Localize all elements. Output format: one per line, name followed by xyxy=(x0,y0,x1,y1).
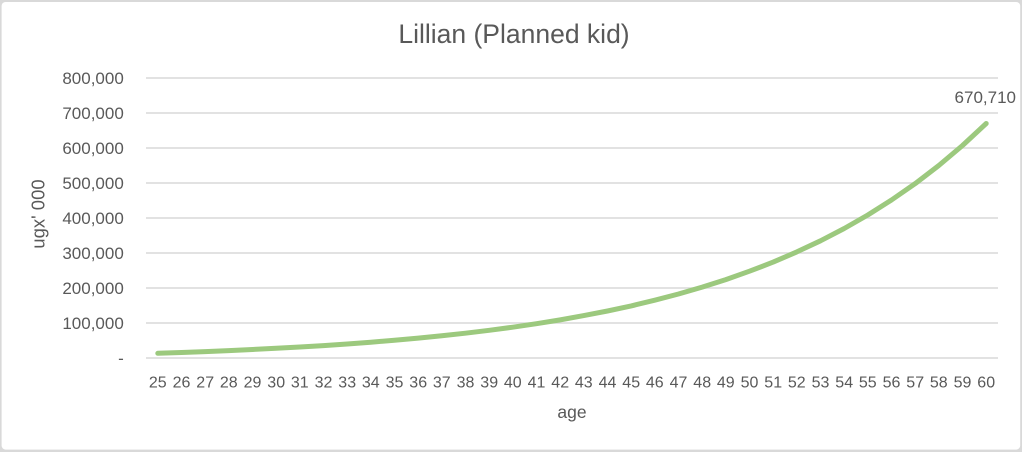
svg-text:47: 47 xyxy=(670,375,688,392)
svg-text:25: 25 xyxy=(149,375,167,392)
svg-text:40: 40 xyxy=(504,375,522,392)
svg-text:50: 50 xyxy=(741,375,759,392)
svg-text:Lillian (Planned kid): Lillian (Planned kid) xyxy=(398,19,629,49)
svg-text:46: 46 xyxy=(646,375,664,392)
svg-text:38: 38 xyxy=(457,375,475,392)
svg-text:670,710: 670,710 xyxy=(955,88,1016,107)
svg-text:300,000: 300,000 xyxy=(62,244,123,263)
svg-text:42: 42 xyxy=(551,375,569,392)
svg-text:600,000: 600,000 xyxy=(62,139,123,158)
svg-text:27: 27 xyxy=(196,375,214,392)
svg-text:53: 53 xyxy=(812,375,830,392)
svg-text:52: 52 xyxy=(788,375,806,392)
svg-text:500,000: 500,000 xyxy=(62,174,123,193)
svg-text:43: 43 xyxy=(575,375,593,392)
svg-text:56: 56 xyxy=(883,375,901,392)
svg-text:41: 41 xyxy=(528,375,546,392)
svg-text:48: 48 xyxy=(693,375,711,392)
svg-text:45: 45 xyxy=(622,375,640,392)
svg-text:age: age xyxy=(557,402,586,422)
svg-text:35: 35 xyxy=(386,375,404,392)
svg-text:39: 39 xyxy=(480,375,498,392)
svg-text:-: - xyxy=(118,349,124,368)
svg-text:31: 31 xyxy=(291,375,309,392)
svg-text:58: 58 xyxy=(930,375,948,392)
svg-text:800,000: 800,000 xyxy=(62,69,123,88)
svg-text:36: 36 xyxy=(409,375,427,392)
svg-text:59: 59 xyxy=(954,375,972,392)
svg-text:37: 37 xyxy=(433,375,451,392)
svg-text:200,000: 200,000 xyxy=(62,279,123,298)
svg-text:26: 26 xyxy=(173,375,191,392)
svg-text:44: 44 xyxy=(599,375,617,392)
svg-text:700,000: 700,000 xyxy=(62,104,123,123)
svg-text:ugx' 000: ugx' 000 xyxy=(27,179,48,248)
svg-text:400,000: 400,000 xyxy=(62,209,123,228)
svg-text:28: 28 xyxy=(220,375,238,392)
svg-text:30: 30 xyxy=(267,375,285,392)
svg-text:57: 57 xyxy=(906,375,924,392)
svg-text:34: 34 xyxy=(362,375,380,392)
svg-text:100,000: 100,000 xyxy=(62,314,123,333)
svg-text:29: 29 xyxy=(244,375,262,392)
svg-text:33: 33 xyxy=(338,375,356,392)
svg-text:32: 32 xyxy=(315,375,333,392)
svg-text:60: 60 xyxy=(977,375,995,392)
svg-text:51: 51 xyxy=(764,375,782,392)
svg-text:54: 54 xyxy=(835,375,853,392)
svg-text:49: 49 xyxy=(717,375,735,392)
svg-text:55: 55 xyxy=(859,375,877,392)
